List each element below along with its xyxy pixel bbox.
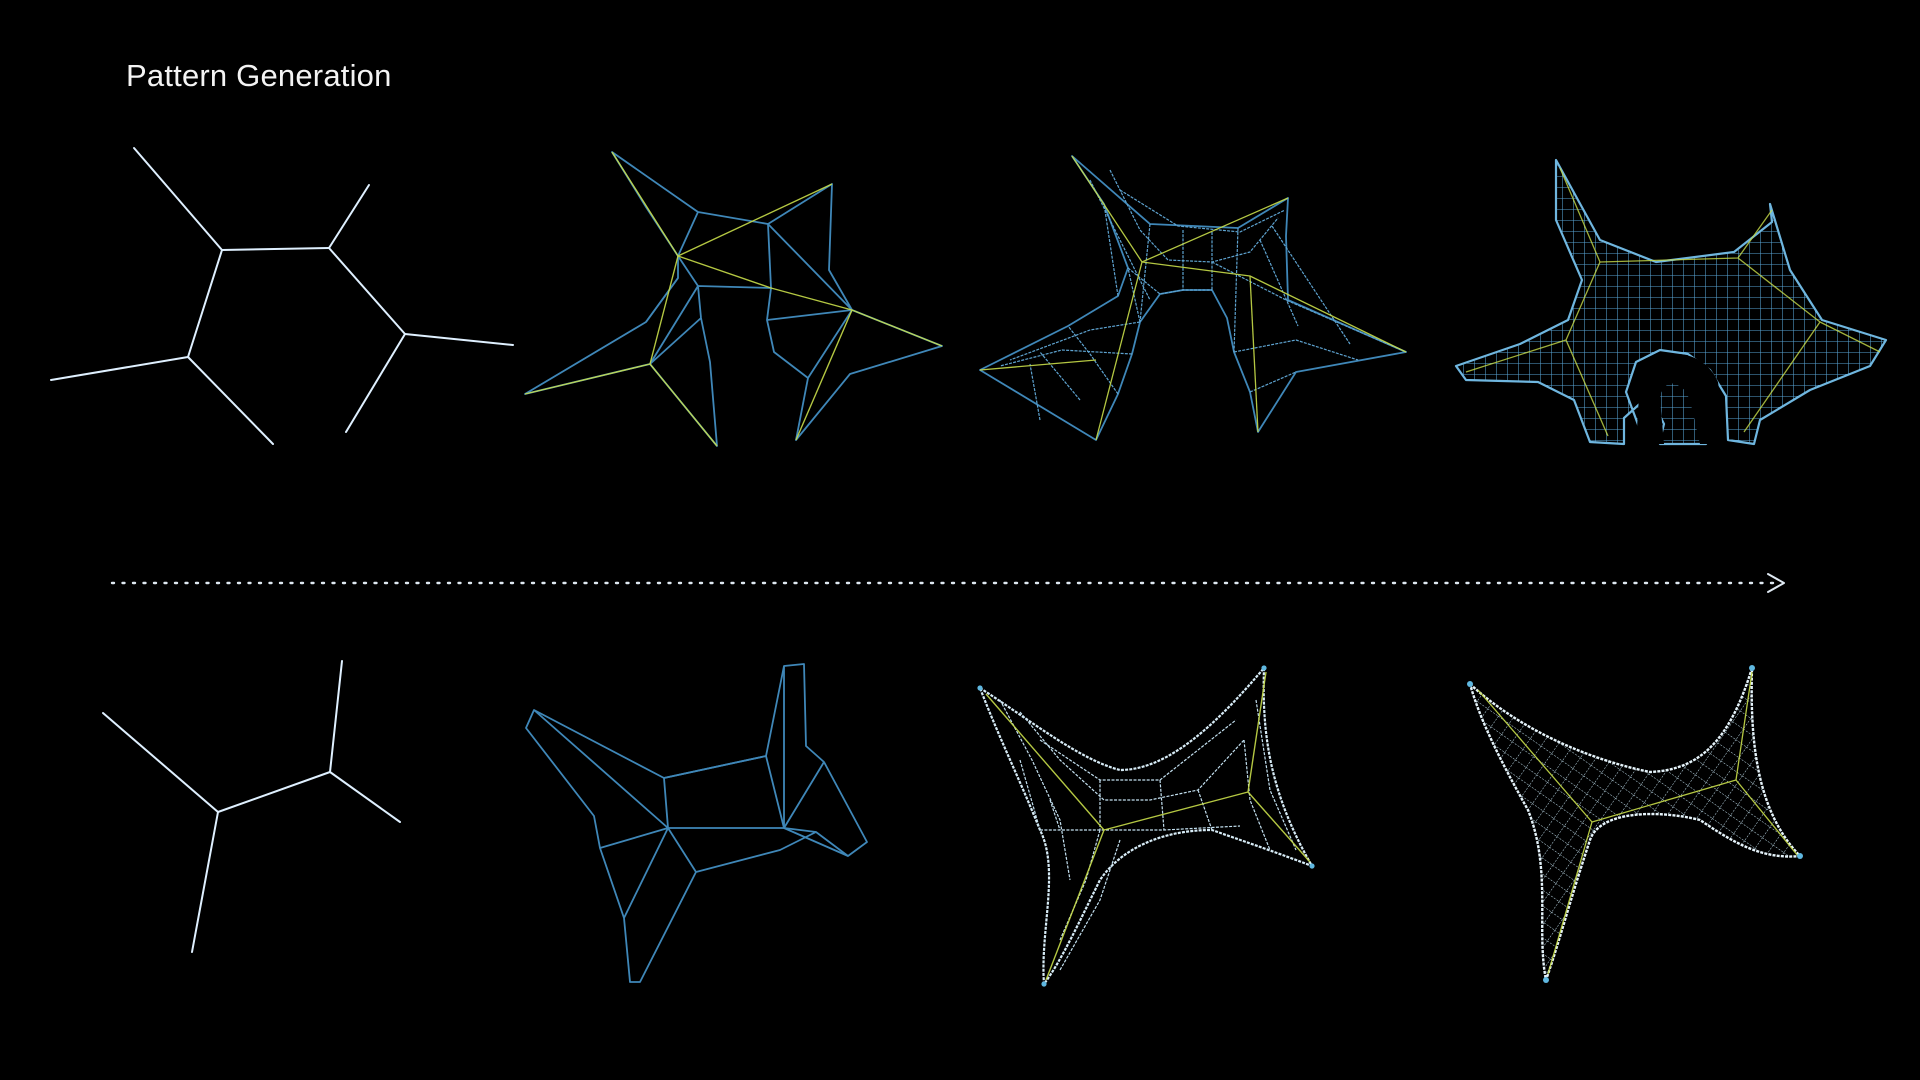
bottom-skeleton xyxy=(102,660,401,953)
progress-arrow xyxy=(110,573,1785,593)
page-title: Pattern Generation xyxy=(126,58,392,93)
bottom-refined-mesh xyxy=(977,665,1315,987)
bottom-dense-mesh xyxy=(1467,665,1803,983)
bottom-coarse-mesh xyxy=(525,663,868,983)
top-dense-mesh xyxy=(1454,158,1888,446)
top-coarse-mesh xyxy=(524,151,943,447)
top-refined-mesh xyxy=(979,155,1407,441)
top-skeleton xyxy=(50,147,514,445)
